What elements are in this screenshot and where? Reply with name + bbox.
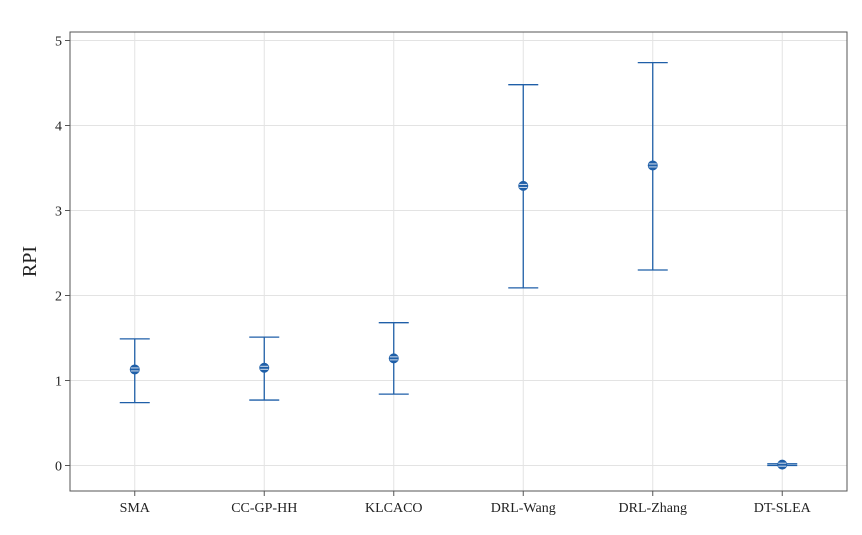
x-axis: SMA CC-GP-HH KLCACO DRL-Wang DRL-Zhang DT-SLE… <box>120 491 812 516</box>
y-axis: 0 1 2 3 4 5 <box>55 35 70 475</box>
x-tick-label: SMA <box>120 501 151 516</box>
mean-marker <box>518 180 529 191</box>
error-bar-drl-wang <box>508 84 539 289</box>
error-bar-drl-zhang <box>637 61 668 271</box>
y-tick-label: 1 <box>55 375 62 390</box>
x-tick-label: KLCACO <box>365 501 423 516</box>
y-tick-label: 4 <box>55 120 62 135</box>
mean-marker <box>647 160 658 171</box>
mean-marker <box>259 362 270 373</box>
mean-marker <box>777 459 788 470</box>
error-bar-cc-gp-hh <box>249 336 280 401</box>
x-tick-label: DRL-Wang <box>491 501 556 516</box>
x-tick-label: CC-GP-HH <box>231 501 297 516</box>
x-tick-label: DRL-Zhang <box>619 501 687 516</box>
y-tick-label: 3 <box>55 205 62 220</box>
error-bar-klcaco <box>378 322 409 395</box>
grid-lines <box>70 32 847 491</box>
y-tick-label: 2 <box>55 290 62 305</box>
x-tick-label: DT-SLEA <box>754 501 812 516</box>
y-tick-label: 5 <box>55 35 62 50</box>
error-bar-dt-slea <box>767 459 798 470</box>
mean-marker <box>129 364 140 375</box>
y-axis-title: RPI <box>19 246 41 277</box>
mean-marker <box>388 353 399 364</box>
y-tick-label: 0 <box>55 460 62 475</box>
error-bars <box>119 61 798 470</box>
plot-frame <box>69 31 848 492</box>
error-bar-sma <box>119 338 150 404</box>
